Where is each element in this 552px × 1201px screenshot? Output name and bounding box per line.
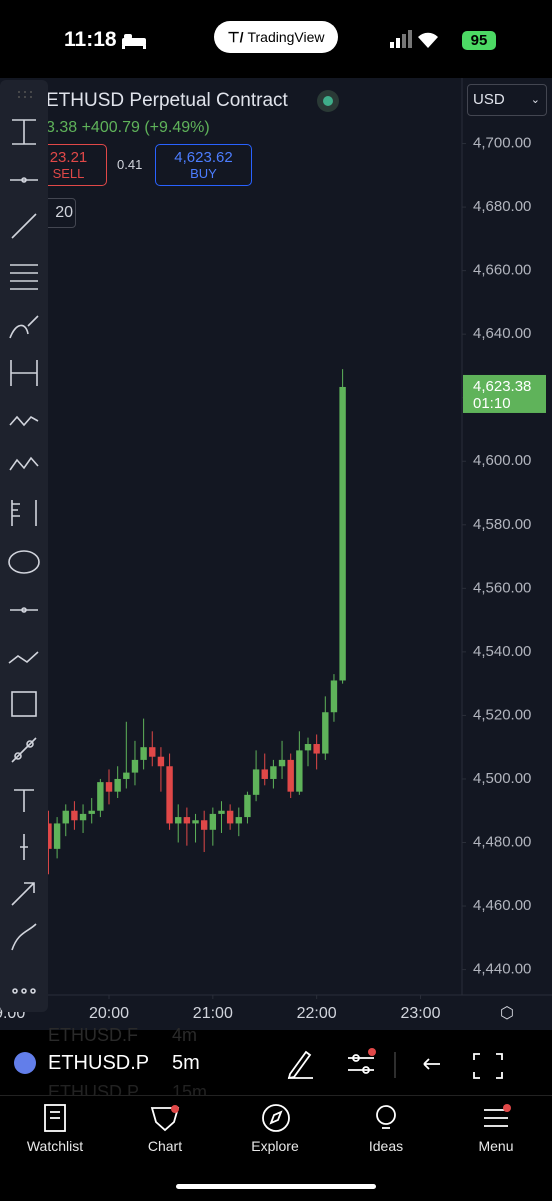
y-tick-label: 4,500.00: [473, 770, 531, 787]
candle-body: [114, 778, 121, 792]
y-tick-label: 4,640.00: [473, 325, 531, 342]
candle-body: [270, 766, 277, 779]
app-pill[interactable]: ⊤/ TradingView: [214, 21, 338, 53]
candle-body: [244, 794, 251, 818]
candle-body: [105, 782, 113, 792]
currency: USD: [473, 91, 505, 108]
bottom-icons: [287, 1048, 503, 1080]
ghost-symbol: ETHUSD.F: [48, 1025, 138, 1045]
tab-watchlist[interactable]: Watchlist: [26, 1138, 84, 1154]
tab-explore[interactable]: Explore: [251, 1138, 299, 1154]
candle-body: [45, 823, 52, 849]
x-tick-label: 22:00: [297, 1005, 337, 1022]
ghost-interval: 4m: [172, 1025, 198, 1045]
buy-button[interactable]: 4,623.62 BUY: [155, 144, 252, 186]
candle-body: [330, 680, 338, 713]
bed-icon: [122, 34, 146, 49]
interval[interactable]: 5m: [172, 1052, 200, 1074]
candle-body: [175, 817, 182, 824]
candle-body: [200, 820, 208, 830]
y-tick-label: 4,460.00: [473, 897, 531, 914]
y-tick-label: 4,660.00: [473, 262, 531, 279]
y-tick-label: 4,520.00: [473, 706, 531, 723]
candle-body: [123, 772, 130, 779]
status-bar: 11:18 ⊤/ TradingView 95: [0, 0, 552, 78]
candle-body: [79, 813, 87, 821]
clock: 11:18: [64, 28, 117, 51]
symbol-title: ETHUSD Perpetual Contract: [46, 90, 288, 111]
spread: 0.41: [117, 157, 143, 172]
tab-ideas[interactable]: Ideas: [368, 1138, 404, 1154]
candle-body: [183, 817, 191, 824]
tab-chart[interactable]: Chart: [147, 1138, 183, 1154]
candle-body: [140, 747, 147, 760]
chart-area: 4,440.00 4,460.00 4,480.00 4,500.00 4,520.00…: [0, 78, 552, 1030]
x-tick-label: 21:00: [193, 1005, 233, 1022]
chart: 4,440.00 4,460.00 4,480.00 4,500.00 4,520.00…: [0, 78, 552, 1022]
bottom-bar: ETHUSD.F 4m ETHUSD.P 15m ETHUSD.P 5m: [0, 1025, 552, 1102]
settings-icon: ⬡: [500, 1005, 514, 1022]
drawing-toolbar: [0, 80, 48, 1012]
plot: [45, 369, 346, 875]
candle-body: [88, 810, 95, 814]
candle-body: [235, 817, 242, 824]
last-price-label: 4,623.38: [473, 378, 531, 395]
y-tick-label: 4,600.00: [473, 452, 531, 469]
app-logo: ⊤/: [227, 29, 248, 45]
signal-wifi: [390, 30, 438, 48]
candle-body: [166, 766, 173, 824]
tab-bar: [0, 1095, 552, 1201]
x-tick-label: 20:00: [89, 1005, 129, 1022]
candle-body: [209, 813, 217, 830]
buy-price: 4,623.62: [174, 149, 233, 166]
candle-body: [287, 759, 294, 792]
app-name: TradingView: [247, 29, 325, 45]
axes: 4,440.00 4,460.00 4,480.00 4,500.00 4,520.00…: [0, 135, 546, 1022]
symbol[interactable]: ETHUSD.P: [48, 1052, 150, 1074]
tab-menu[interactable]: Menu: [478, 1138, 514, 1154]
tab-icons: [44, 1104, 511, 1132]
y-tick-label: 4,540.00: [473, 643, 531, 660]
y-tick-label: 4,700.00: [473, 135, 531, 152]
caret: ⌄: [530, 94, 540, 106]
candle-body: [192, 820, 199, 824]
candle-body: [149, 747, 156, 757]
last-price-box: [463, 374, 546, 413]
eth-icon: [14, 1052, 36, 1074]
candle-body: [218, 810, 225, 814]
status-dot: [317, 90, 339, 112]
y-tick-label: 4,680.00: [473, 198, 531, 215]
home-indicator: [176, 1184, 376, 1189]
sell-label: SELL: [52, 166, 85, 181]
y-tick-label: 4,480.00: [473, 833, 531, 850]
candle-body: [62, 810, 69, 824]
price-change: 3.38 +400.79 (+9.49%): [46, 119, 210, 136]
x-tick-label: 23:00: [400, 1005, 440, 1022]
candle-body: [97, 782, 104, 811]
candle-body: [53, 823, 61, 849]
candle-body: [131, 759, 139, 773]
candle-body: [71, 810, 78, 821]
candle-body: [322, 712, 329, 754]
currency-select[interactable]: USD ⌄: [467, 84, 547, 116]
y-tick-label: 4,560.00: [473, 579, 531, 596]
countdown-label: 01:10: [473, 395, 511, 412]
candle-body: [278, 759, 286, 767]
y-tick-label: 4,580.00: [473, 516, 531, 533]
sell-price: 23.21: [49, 149, 88, 166]
candle-body: [261, 769, 268, 779]
candle-body: [339, 386, 346, 681]
candle-body: [252, 769, 260, 795]
y-tick-label: 4,440.00: [473, 961, 531, 978]
candle-body: [296, 750, 303, 792]
buy-label: BUY: [190, 166, 217, 181]
candle-body: [157, 756, 165, 767]
candle-body: [304, 744, 312, 751]
candle-body: [226, 810, 234, 824]
candle-body: [313, 744, 320, 754]
battery: 95: [462, 31, 496, 50]
